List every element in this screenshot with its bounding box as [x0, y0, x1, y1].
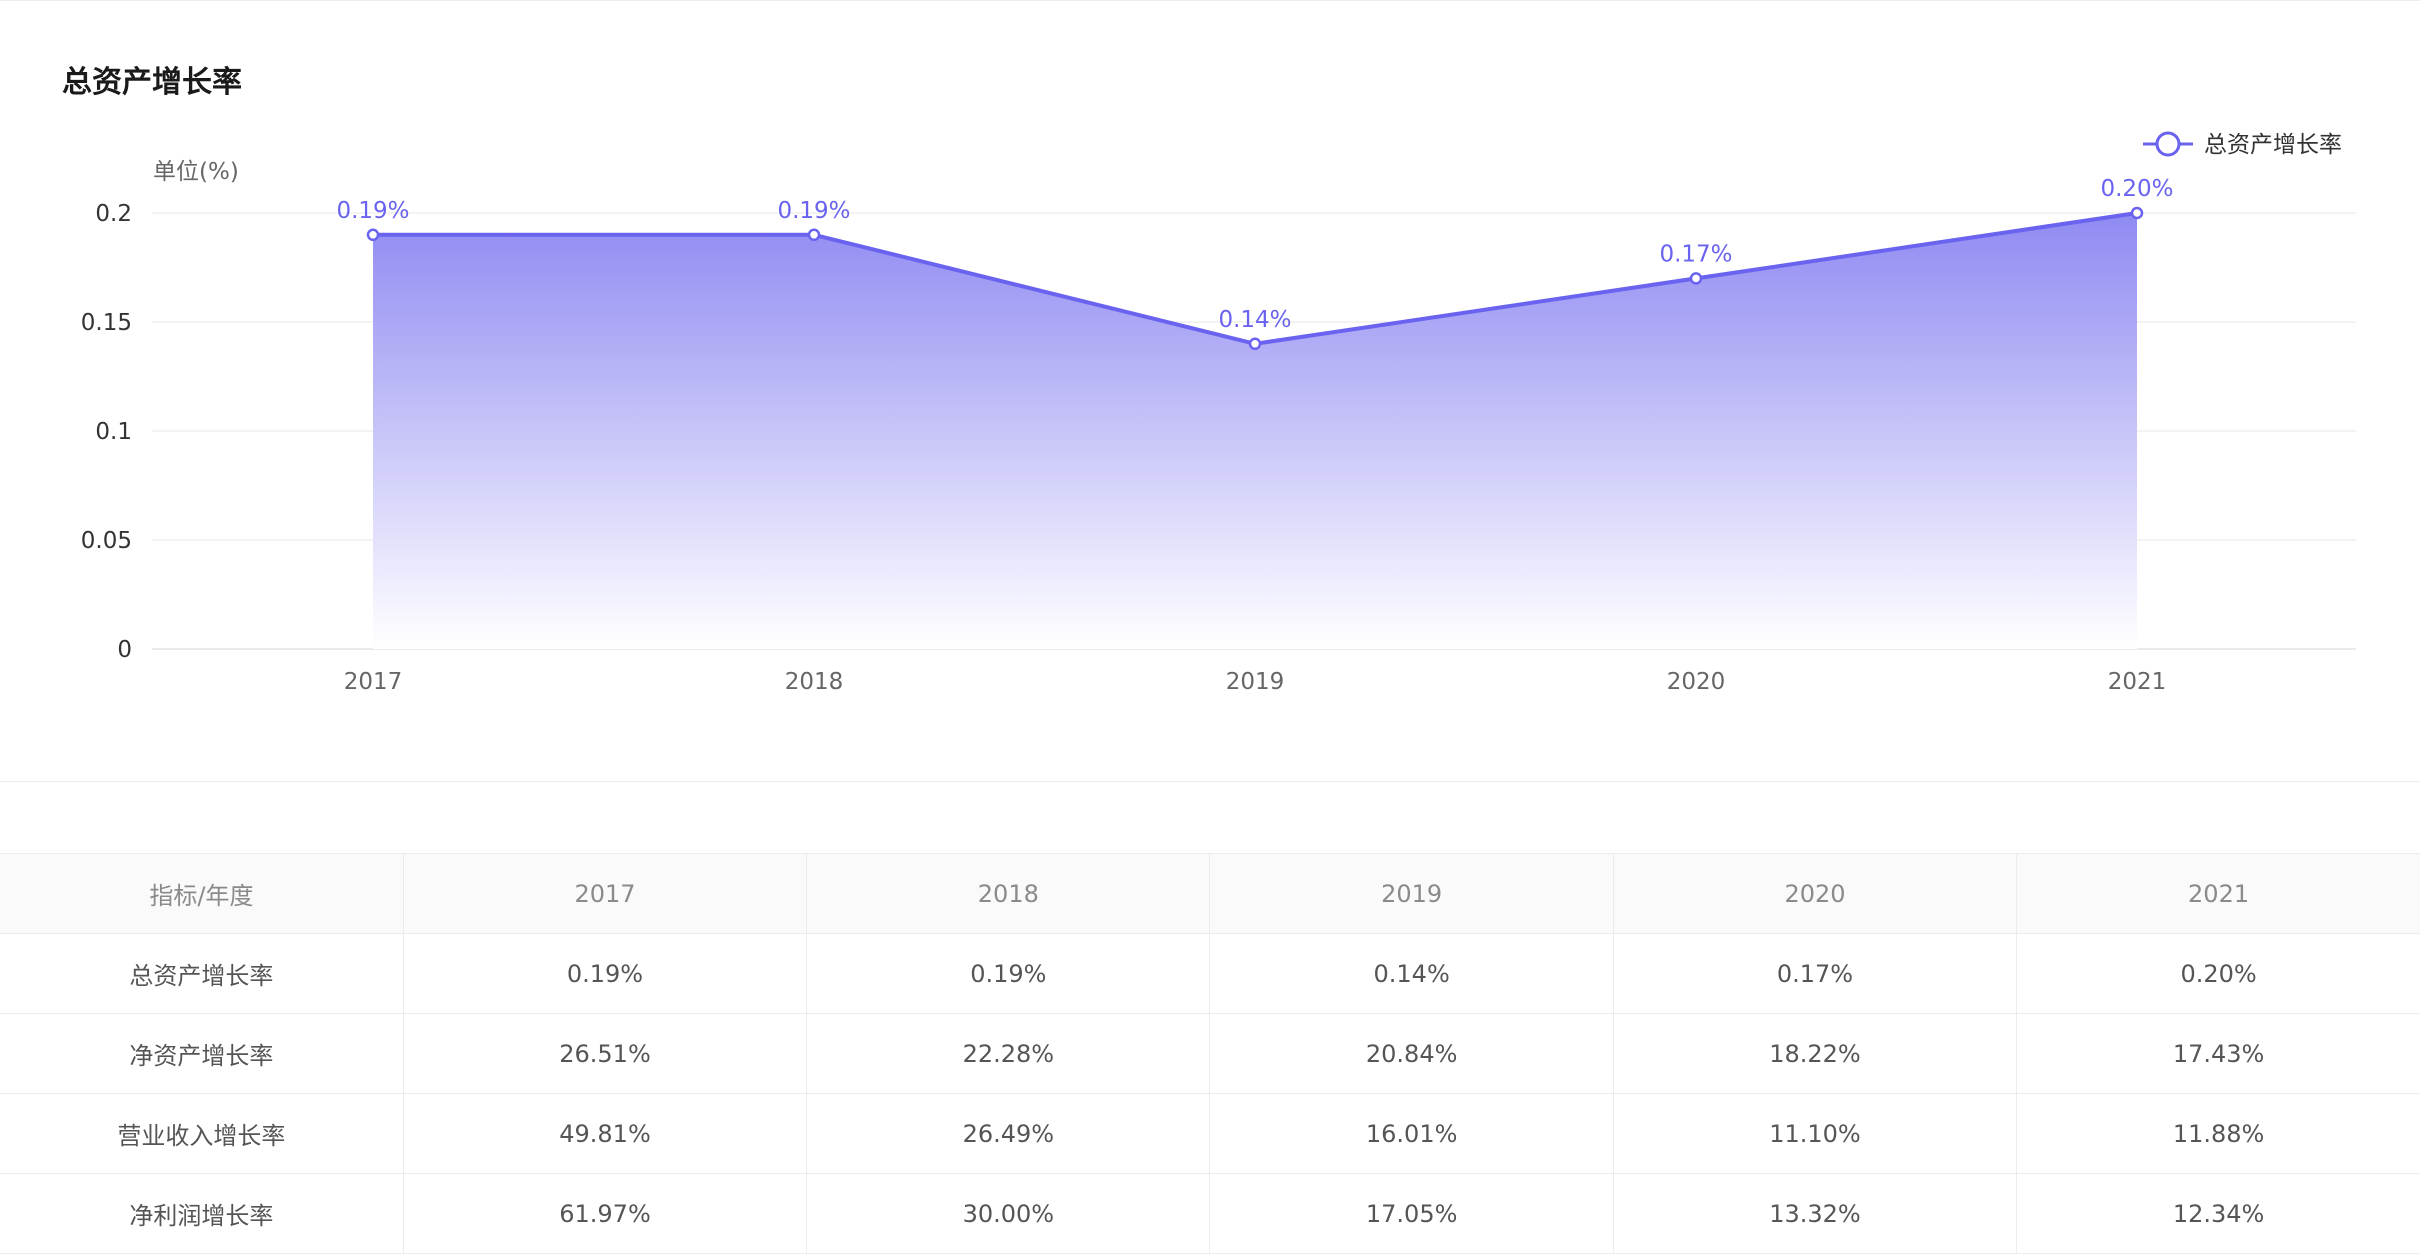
row-label: 净资产增长率 [0, 1013, 404, 1094]
y-tick-label: 0.15 [81, 310, 132, 336]
table-cell: 17.05% [1209, 1173, 1614, 1254]
table-cell: 18.22% [1612, 1013, 2018, 1094]
x-tick-label: 2021 [2108, 669, 2167, 695]
table-row: 总资产增长率 0.19% 0.19% 0.14% 0.17% 0.20% [0, 933, 2420, 1014]
header-2021: 2021 [2016, 853, 2420, 934]
indicator-table-wrapper: 指标/年度 2017 2018 2019 2020 2021 总资产增长率 0.… [0, 853, 2420, 1254]
row-label: 营业收入增长率 [0, 1093, 404, 1174]
table-cell: 30.00% [806, 1173, 1211, 1254]
table-cell: 11.10% [1612, 1093, 2018, 1174]
data-point [2130, 206, 2144, 220]
table-cell: 0.19% [402, 933, 808, 1014]
legend-marker [2155, 131, 2181, 157]
table-cell: 11.88% [2016, 1093, 2420, 1174]
header-2019: 2019 [1209, 853, 1614, 934]
table-cell: 17.43% [2016, 1013, 2420, 1094]
x-tick-label: 2017 [344, 669, 403, 695]
header-2020: 2020 [1612, 853, 2018, 934]
table-cell: 0.17% [1612, 933, 2018, 1014]
table-cell: 26.49% [806, 1093, 1211, 1174]
table-cell: 61.97% [402, 1173, 808, 1254]
chart-panel: 总资产增长率 单位(%) 0 0.05 0.1 0.15 0.2 2017 2018 2019 2… [0, 0, 2420, 782]
table-cell: 0.14% [1209, 933, 1614, 1014]
table-cell: 26.51% [402, 1013, 808, 1094]
table-cell: 0.20% [2016, 933, 2420, 1014]
table-row: 营业收入增长率 49.81% 26.49% 16.01% 11.10% 11.8… [0, 1093, 2420, 1174]
y-tick-label: 0.1 [95, 419, 132, 445]
x-tick-label: 2018 [785, 669, 844, 695]
row-label: 净利润增长率 [0, 1173, 404, 1254]
table-row: 净利润增长率 61.97% 30.00% 17.05% 13.32% 12.34… [0, 1173, 2420, 1254]
legend-label: 总资产增长率 [2204, 132, 2342, 158]
x-tick-label: 2020 [1667, 669, 1726, 695]
data-label: 0.20% [2100, 176, 2173, 202]
header-indicator-year: 指标/年度 [0, 853, 404, 934]
table-cell: 49.81% [402, 1093, 808, 1174]
data-point [807, 228, 821, 242]
growth-rate-chart: 单位(%) 0 0.05 0.1 0.15 0.2 2017 2018 2019 2020 2021… [81, 131, 2356, 695]
unit-label: 单位(%) [153, 159, 239, 185]
y-tick-label: 0 [117, 637, 132, 663]
table-cell: 12.34% [2016, 1173, 2420, 1254]
table-header-row: 指标/年度 2017 2018 2019 2020 2021 [0, 853, 2420, 934]
table-row: 净资产增长率 26.51% 22.28% 20.84% 18.22% 17.43… [0, 1013, 2420, 1094]
data-label: 0.14% [1218, 307, 1291, 333]
table-cell: 0.19% [806, 933, 1211, 1014]
table-cell: 22.28% [806, 1013, 1211, 1094]
chart-title: 总资产增长率 [62, 65, 242, 100]
y-tick-label: 0.05 [81, 528, 132, 554]
table-cell: 16.01% [1209, 1093, 1614, 1174]
indicator-table: 指标/年度 2017 2018 2019 2020 2021 总资产增长率 0.… [0, 853, 2420, 1254]
data-point [366, 228, 380, 242]
row-label: 总资产增长率 [0, 933, 404, 1014]
y-tick-label: 0.2 [95, 201, 132, 227]
data-label: 0.19% [336, 198, 409, 224]
header-2018: 2018 [806, 853, 1211, 934]
header-2017: 2017 [402, 853, 808, 934]
data-label: 0.17% [1659, 241, 1732, 267]
data-point [1689, 272, 1703, 285]
data-label: 0.19% [777, 198, 850, 224]
table-cell: 13.32% [1612, 1173, 2018, 1254]
data-point [1248, 337, 1262, 351]
x-tick-label: 2019 [1226, 669, 1285, 695]
series-area [373, 213, 2137, 649]
table-cell: 20.84% [1209, 1013, 1614, 1094]
